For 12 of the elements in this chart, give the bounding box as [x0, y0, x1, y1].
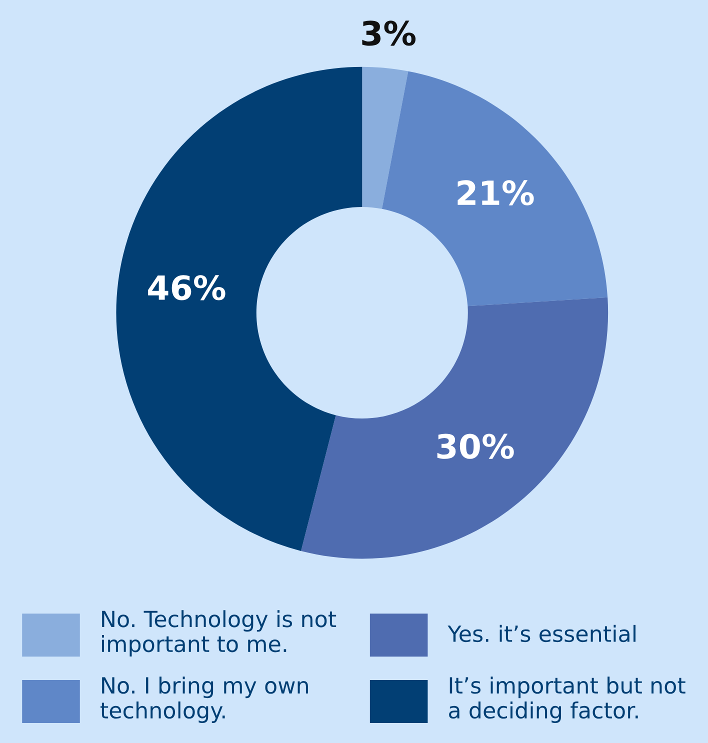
- legend-label: No. I bring my own technology.: [100, 676, 308, 723]
- data-label: 21%: [458, 180, 534, 206]
- legend-label: It’s important but not a deciding factor.: [449, 676, 686, 723]
- data-label: 3%: [362, 20, 416, 46]
- donut-slice: [382, 71, 608, 306]
- donut-slice: [362, 66, 408, 209]
- data-label: 30%: [437, 434, 514, 459]
- legend-label: Yes. it’s essential: [448, 624, 636, 642]
- legend-label: No. Technology is not important to me.: [102, 610, 336, 657]
- data-label: 46%: [148, 275, 226, 300]
- donut-slice: [116, 66, 362, 552]
- donut-slice: [300, 297, 608, 559]
